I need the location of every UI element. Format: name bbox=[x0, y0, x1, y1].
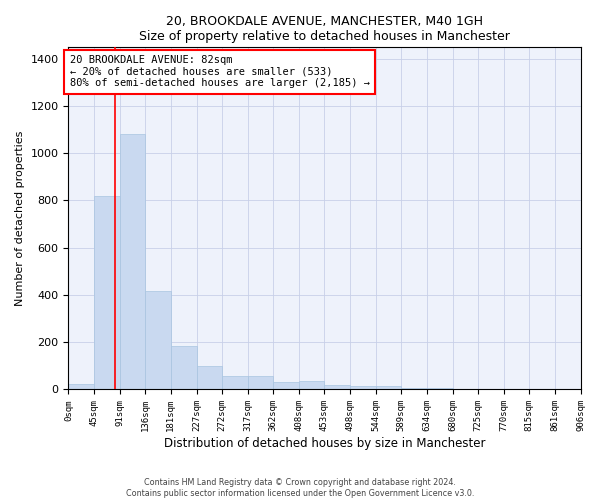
Bar bbox=[273, 382, 299, 390]
Bar bbox=[427, 388, 453, 390]
Bar bbox=[453, 389, 478, 390]
Bar bbox=[145, 292, 171, 390]
Bar bbox=[401, 388, 427, 390]
Bar bbox=[325, 384, 350, 390]
Bar bbox=[222, 376, 248, 390]
Bar bbox=[94, 196, 120, 390]
Bar bbox=[376, 386, 401, 390]
Bar bbox=[171, 346, 197, 390]
X-axis label: Distribution of detached houses by size in Manchester: Distribution of detached houses by size … bbox=[164, 437, 485, 450]
Bar bbox=[120, 134, 145, 390]
Bar bbox=[68, 384, 94, 390]
Bar bbox=[197, 366, 222, 390]
Y-axis label: Number of detached properties: Number of detached properties bbox=[15, 130, 25, 306]
Text: 20 BROOKDALE AVENUE: 82sqm
← 20% of detached houses are smaller (533)
80% of sem: 20 BROOKDALE AVENUE: 82sqm ← 20% of deta… bbox=[70, 55, 370, 88]
Bar bbox=[299, 381, 325, 390]
Bar bbox=[248, 376, 273, 390]
Bar bbox=[350, 386, 376, 390]
Title: 20, BROOKDALE AVENUE, MANCHESTER, M40 1GH
Size of property relative to detached : 20, BROOKDALE AVENUE, MANCHESTER, M40 1G… bbox=[139, 15, 510, 43]
Text: Contains HM Land Registry data © Crown copyright and database right 2024.
Contai: Contains HM Land Registry data © Crown c… bbox=[126, 478, 474, 498]
